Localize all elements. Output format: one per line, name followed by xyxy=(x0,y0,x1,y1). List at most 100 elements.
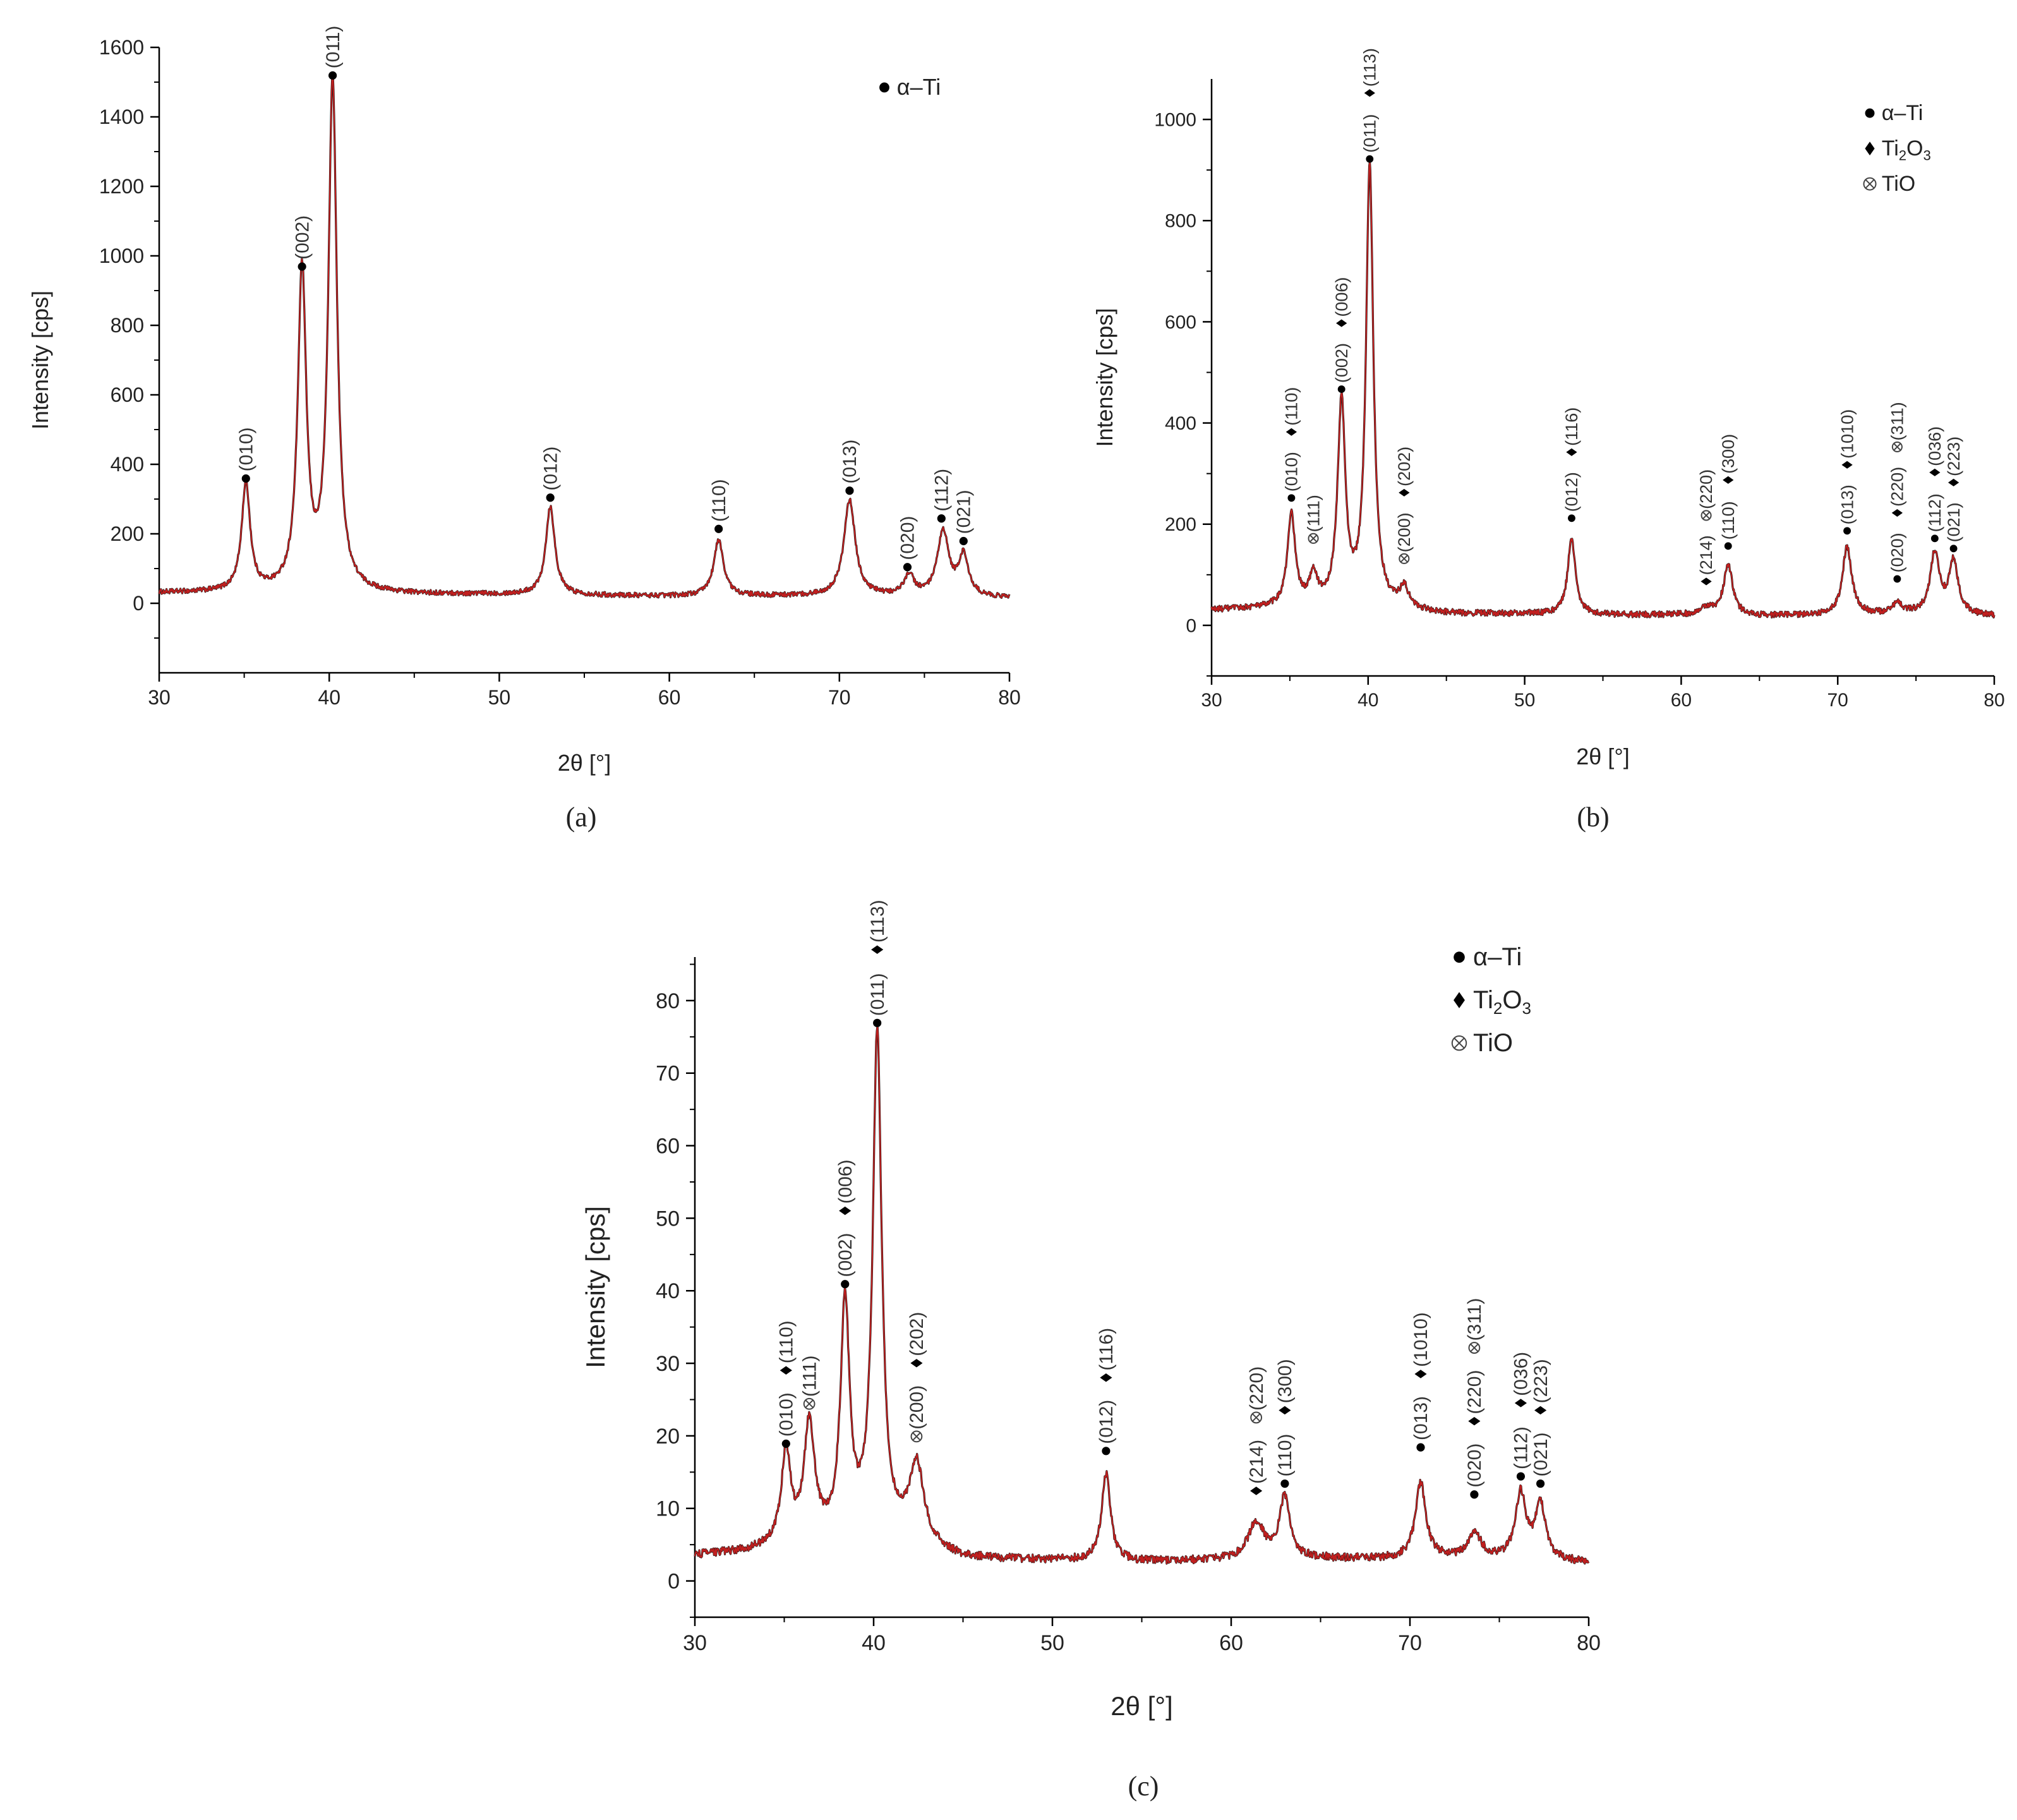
annotation-label: (200) xyxy=(1395,512,1414,552)
annotation-label: (1010) xyxy=(1838,409,1857,459)
annotation-symbol-tio-stroke2 xyxy=(912,1432,921,1441)
peak-annotation: (010) xyxy=(236,427,256,483)
annotation-symbol-tio xyxy=(1891,441,1903,452)
y-tick-label: 400 xyxy=(111,453,144,476)
peak-annotation: (110) (300) xyxy=(1275,1359,1296,1488)
annotation-label: (011) xyxy=(867,973,888,1016)
panel-b-caption: (b) xyxy=(1577,802,1609,833)
y-tick-label: 1600 xyxy=(99,36,144,59)
legend-text: Ti xyxy=(1882,136,1899,160)
series-line-red xyxy=(159,74,1010,599)
annotation-label: (013) xyxy=(1838,485,1857,524)
y-tick-label: 200 xyxy=(111,522,144,545)
x-tick-label: 60 xyxy=(1671,690,1692,711)
annotation-label: (111) xyxy=(799,1356,820,1397)
annotation-symbol-alpha_ti xyxy=(1287,494,1296,502)
y-tick-label: 1000 xyxy=(1154,110,1196,131)
annotation-label: (036) xyxy=(1511,1352,1532,1396)
annotation-label: (214) xyxy=(1246,1440,1267,1484)
annotation-symbol-alpha_ti xyxy=(1337,385,1346,394)
x-tick-label: 80 xyxy=(998,686,1021,709)
annotation-symbol-alpha_ti xyxy=(546,493,555,502)
annotation-symbol-alpha_ti xyxy=(1536,1479,1545,1488)
annotation-label: (036) xyxy=(1925,426,1944,466)
legend-subscript: 3 xyxy=(1522,999,1531,1018)
legend-label: Ti2O3 xyxy=(1882,136,1931,163)
legend-subscript: 3 xyxy=(1924,147,1931,163)
annotation-symbol-alpha_ti xyxy=(1949,545,1958,553)
annotation-symbol-tio xyxy=(1308,533,1319,544)
peak-annotation: (200) (202) xyxy=(906,1312,927,1443)
y-tick-label: 70 xyxy=(656,1062,680,1086)
x-tick-label: 80 xyxy=(1984,690,2004,711)
panel-a: (a) 30 40 50 60 70 80020040060080010001200140… xyxy=(27,26,1021,833)
legend-symbol-tio xyxy=(1451,1035,1467,1051)
y-tick-label: 80 xyxy=(656,989,680,1013)
legend-symbol-alpha_ti xyxy=(879,82,889,93)
peak-annotation: (011) (113) xyxy=(1360,48,1379,163)
y-tick-label: 1000 xyxy=(99,244,144,267)
annotation-symbol-tio-stroke2 xyxy=(1310,534,1318,543)
legend-label: α–Ti xyxy=(897,74,941,100)
annotation-label: (013) xyxy=(1411,1396,1431,1440)
legend-label: Ti2O3 xyxy=(1473,986,1531,1018)
annotation-label: (112) xyxy=(1511,1426,1532,1469)
annotation-label: (223) xyxy=(1944,437,1963,476)
annotation-label: (012) xyxy=(1096,1400,1117,1444)
annotation-symbol-alpha_ti xyxy=(903,563,912,572)
x-tick-label: 40 xyxy=(1358,690,1378,711)
annotation-label: (020) xyxy=(1888,533,1907,572)
y-tick-label: 60 xyxy=(656,1134,680,1158)
annotation-symbol-alpha_ti xyxy=(937,514,946,523)
x-tick-label: 40 xyxy=(318,686,340,709)
annotation-symbol-alpha_ti xyxy=(1567,514,1575,522)
panel-c-caption: (c) xyxy=(1128,1771,1159,1802)
legend-symbol-alpha_ti xyxy=(1865,108,1875,118)
legend-label: α–Ti xyxy=(1882,101,1924,125)
annotation-label: (300) xyxy=(1719,434,1738,474)
annotation-label: (112) xyxy=(932,469,953,512)
peak-annotation: (012) (116) xyxy=(1096,1328,1117,1455)
peak-annotation: (010) (110) xyxy=(776,1320,797,1448)
legend-symbol-ti2o3 xyxy=(1454,992,1465,1008)
annotation-label: (1010) xyxy=(1411,1312,1431,1367)
annotation-symbol-alpha_ti xyxy=(1516,1472,1526,1481)
annotation-label: (202) xyxy=(1395,447,1414,486)
y-tick-label: 600 xyxy=(1165,312,1196,333)
annotation-label: (006) xyxy=(835,1159,856,1203)
panel-c: (c) 30 40 50 60 70 80 0 10 20 30 40 50 60 70 80 2θ [°] I… xyxy=(581,900,1601,1802)
x-tick-label: 40 xyxy=(862,1631,886,1655)
peak-annotation: (010) (110) xyxy=(1282,387,1301,502)
y-tick-label: 400 xyxy=(1165,413,1196,434)
annotation-label: (110) xyxy=(1719,501,1738,539)
annotation-symbol-tio-stroke2 xyxy=(805,1399,814,1408)
annotation-symbol-tio xyxy=(1250,1411,1263,1424)
annotation-label: (002) xyxy=(1332,343,1351,383)
y-tick-label: 50 xyxy=(656,1207,680,1231)
x-tick-label: 70 xyxy=(828,686,851,709)
annotation-symbol-alpha_ti xyxy=(298,262,306,271)
annotation-symbol-alpha_ti xyxy=(959,536,968,546)
peak-annotation: (013) (1010) xyxy=(1411,1312,1431,1452)
annotation-label: (012) xyxy=(540,447,561,491)
legend-symbol-ti2o3 xyxy=(1865,142,1875,155)
annotation-label: (021) xyxy=(954,490,975,534)
legend-label: α–Ti xyxy=(1473,943,1522,971)
y-tick-label: 600 xyxy=(111,383,144,406)
annotation-symbol-alpha_ti xyxy=(1366,155,1374,163)
y-tick-label: 1200 xyxy=(99,175,144,198)
annotation-symbol-tio xyxy=(1468,1342,1481,1354)
annotation-label: (220) xyxy=(1464,1370,1485,1414)
peak-annotation: (013) (1010) xyxy=(1838,409,1857,535)
annotation-symbol-alpha_ti xyxy=(714,524,723,533)
annotation-label: (020) xyxy=(898,516,918,560)
y-tick-label: 0 xyxy=(133,592,144,615)
legend-text: Ti xyxy=(1473,986,1493,1014)
panel-a-caption: (a) xyxy=(566,802,597,833)
peak-annotation: (111) xyxy=(799,1356,820,1410)
annotation-symbol-tio-stroke2 xyxy=(1470,1343,1479,1353)
legend-subscript: 2 xyxy=(1899,147,1906,163)
annotation-label: (002) xyxy=(292,215,313,260)
